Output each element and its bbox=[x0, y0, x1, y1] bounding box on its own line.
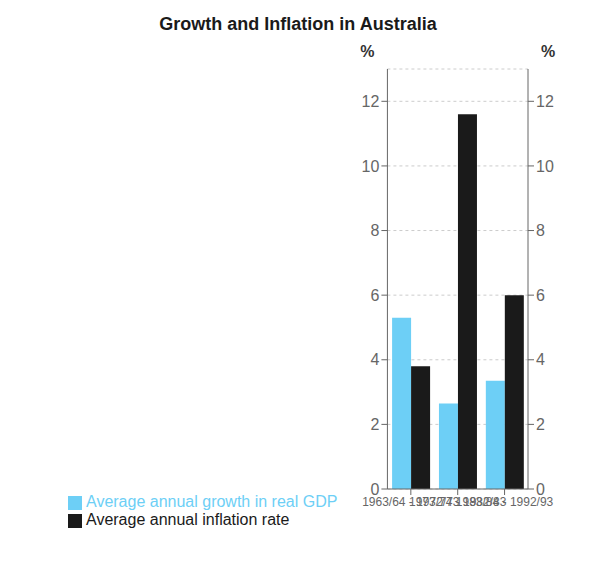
svg-text:0: 0 bbox=[371, 481, 380, 498]
svg-text:2: 2 bbox=[536, 416, 545, 433]
svg-text:0: 0 bbox=[536, 481, 545, 498]
svg-text:4: 4 bbox=[536, 351, 545, 368]
svg-text:6: 6 bbox=[371, 287, 380, 304]
html-text:Average annual inflation rate: Average annual inflation rate bbox=[86, 511, 290, 528]
svg-text:12: 12 bbox=[362, 93, 380, 110]
html-text:Growth and Inflation in Austra: Growth and Inflation in Australia bbox=[159, 14, 437, 34]
svg-text:6: 6 bbox=[536, 287, 545, 304]
svg-text:4: 4 bbox=[371, 351, 380, 368]
html-text:Average annual growth in real: Average annual growth in real GDP bbox=[86, 493, 338, 510]
svg-text:1983/84 - 1992/93: 1983/84 - 1992/93 bbox=[455, 494, 554, 509]
svg-text:%: % bbox=[360, 43, 374, 60]
svg-text:12: 12 bbox=[536, 93, 554, 110]
svg-text:10: 10 bbox=[536, 158, 554, 175]
svg-text:%: % bbox=[541, 43, 555, 60]
svg-text:10: 10 bbox=[362, 158, 380, 175]
svg-text:8: 8 bbox=[536, 222, 545, 239]
svg-text:2: 2 bbox=[371, 416, 380, 433]
svg-text:8: 8 bbox=[371, 222, 380, 239]
